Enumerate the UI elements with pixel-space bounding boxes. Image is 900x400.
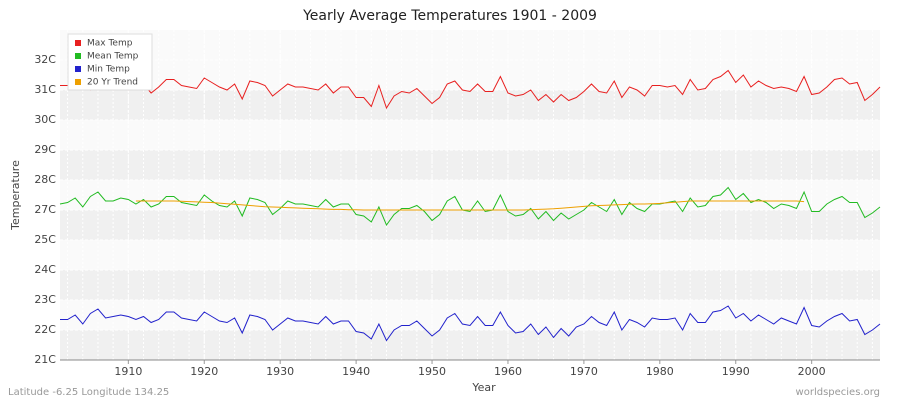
grid-band	[60, 210, 880, 240]
series-line	[60, 305, 881, 342]
x-tick-label: 1930	[266, 365, 294, 378]
y-axis-label: Temperature	[9, 160, 22, 231]
x-tick-label: 1920	[190, 365, 218, 378]
legend-swatch	[75, 40, 81, 46]
series-line	[60, 69, 881, 110]
x-tick-label: 2000	[798, 365, 826, 378]
x-tick-label: 1970	[570, 365, 598, 378]
y-tick-label: 21C	[34, 353, 56, 366]
legend-swatch	[75, 53, 81, 59]
grid-band	[60, 330, 880, 360]
footer-right: worldspecies.org	[796, 387, 880, 398]
y-tick-label: 29C	[34, 143, 56, 156]
footer-left: Latitude -6.25 Longitude 134.25	[8, 387, 169, 398]
series-line	[59, 186, 881, 227]
legend-swatch	[75, 66, 81, 72]
y-tick-label: 24C	[34, 263, 56, 276]
y-tick-label: 28C	[34, 173, 56, 186]
series-line	[135, 200, 805, 211]
legend-label: Min Temp	[87, 65, 130, 75]
x-tick-label: 1910	[114, 365, 142, 378]
x-axis-label: Year	[471, 381, 496, 394]
y-tick-label: 23C	[34, 293, 56, 306]
legend-swatch	[75, 79, 81, 85]
x-tick-label: 1990	[722, 365, 750, 378]
grid-band	[60, 150, 880, 180]
x-tick-label: 1960	[494, 365, 522, 378]
y-tick-label: 32C	[34, 53, 56, 66]
legend-label: 20 Yr Trend	[87, 78, 138, 88]
y-tick-label: 25C	[34, 233, 56, 246]
plot-background	[60, 30, 880, 360]
grid-band	[60, 270, 880, 300]
legend-label: Max Temp	[87, 39, 133, 49]
y-tick-label: 30C	[34, 113, 56, 126]
x-tick-label: 1980	[646, 365, 674, 378]
legend-label: Mean Temp	[87, 52, 139, 62]
x-tick-label: 1950	[418, 365, 446, 378]
legend-box	[67, 33, 153, 91]
y-tick-label: 22C	[34, 323, 56, 336]
y-tick-label: 27C	[34, 203, 56, 216]
grid-band	[60, 90, 880, 120]
legend: Max Temp Mean Temp Min Temp 20 Yr Trend	[67, 33, 153, 91]
x-tick-label: 1940	[342, 365, 370, 378]
y-tick-label: 31C	[34, 83, 56, 96]
chart-title: Yearly Average Temperatures 1901 - 2009	[302, 8, 597, 24]
